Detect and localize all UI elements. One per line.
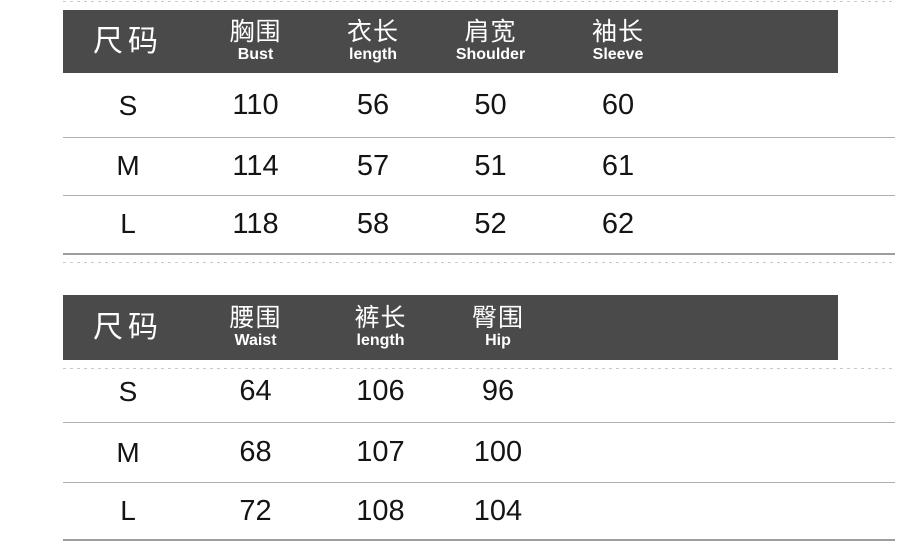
top-m-sleeve: 61 xyxy=(601,149,635,182)
top-s-bust: 110 xyxy=(232,89,279,121)
divider-dotted-middle xyxy=(63,262,895,263)
bottom-header-length-zh: 裤长 xyxy=(354,304,407,333)
top-l-size: L xyxy=(120,208,136,239)
bottom-table-row-s: S 64 106 96 xyxy=(63,361,895,423)
top-header-bust-zh: 胸围 xyxy=(229,18,282,47)
divider-dotted-under-bottom-header xyxy=(63,368,895,369)
top-header-bust-en: Bust xyxy=(237,46,274,64)
top-table-row-l: L 118 58 52 62 xyxy=(63,195,895,255)
bottom-m-waist: 68 xyxy=(239,436,272,468)
top-header-shoulder-zh: 肩宽 xyxy=(464,18,517,47)
top-l-shoulder: 52 xyxy=(474,207,507,240)
top-l-length: 58 xyxy=(356,207,390,240)
top-header-size-label: 尺码 xyxy=(93,24,163,58)
bottom-header-cell-length: 裤长 length xyxy=(318,295,443,360)
top-m-shoulder: 51 xyxy=(474,149,507,182)
top-header-sleeve-zh: 袖长 xyxy=(591,18,644,47)
bottom-m-hip: 100 xyxy=(473,436,523,468)
bottom-s-length: 106 xyxy=(356,375,405,407)
bottom-header-waist-en: Waist xyxy=(234,332,277,350)
top-header-cell-sleeve: 袖长 Sleeve xyxy=(553,10,683,73)
bottom-header-length-en: length xyxy=(356,332,405,350)
top-s-sleeve: 60 xyxy=(601,89,635,121)
bottom-header-cell-size: 尺码 xyxy=(63,295,193,360)
bottom-l-hip: 104 xyxy=(473,494,523,527)
bottom-l-waist: 72 xyxy=(239,494,272,527)
top-table-row-m: M 114 57 51 61 xyxy=(63,137,895,196)
bottom-header-cell-waist: 腰围 Waist xyxy=(193,295,318,360)
top-table-row-s: S 110 56 50 60 xyxy=(63,74,895,138)
top-header-shoulder-en: Shoulder xyxy=(455,46,526,64)
bottom-l-length: 108 xyxy=(356,494,405,527)
top-l-sleeve: 62 xyxy=(601,207,635,240)
bottom-s-hip: 96 xyxy=(481,375,515,407)
top-l-bust: 118 xyxy=(232,207,279,240)
bottom-header-cell-hip: 臀围 Hip xyxy=(443,295,553,360)
top-header-length-en: length xyxy=(349,46,397,64)
bottom-m-length: 107 xyxy=(356,436,405,468)
divider-dotted-top xyxy=(63,1,895,2)
bottom-header-hip-en: Hip xyxy=(485,332,511,350)
bottom-header-hip-zh: 臀围 xyxy=(471,304,524,333)
top-header-cell-length: 衣长 length xyxy=(318,10,428,73)
top-s-size: S xyxy=(118,89,138,121)
bottom-table-header: 尺码 腰围 Waist 裤长 length 臀围 Hip xyxy=(63,295,838,360)
top-s-length: 56 xyxy=(356,89,390,121)
top-table-header: 尺码 胸围 Bust 衣长 length 肩宽 Shoulder 袖长 Slee… xyxy=(63,10,838,73)
bottom-table-row-m: M 68 107 100 xyxy=(63,423,895,483)
bottom-s-size: S xyxy=(118,375,138,407)
top-header-cell-size: 尺码 xyxy=(63,10,193,73)
top-s-shoulder: 50 xyxy=(474,89,507,121)
top-header-length-zh: 衣长 xyxy=(346,18,399,47)
top-header-sleeve-en: Sleeve xyxy=(592,46,644,64)
bottom-table-row-l: L 72 108 104 xyxy=(63,483,895,541)
bottom-header-waist-zh: 腰围 xyxy=(229,304,282,333)
top-m-length: 57 xyxy=(356,149,390,182)
top-header-cell-shoulder: 肩宽 Shoulder xyxy=(428,10,553,73)
top-m-bust: 114 xyxy=(232,149,279,182)
bottom-l-size: L xyxy=(120,495,136,526)
top-header-cell-bust: 胸围 Bust xyxy=(193,10,318,73)
bottom-header-size-label: 尺码 xyxy=(93,310,163,344)
bottom-s-waist: 64 xyxy=(239,375,272,407)
top-m-size: M xyxy=(116,150,140,181)
bottom-m-size: M xyxy=(116,436,140,468)
